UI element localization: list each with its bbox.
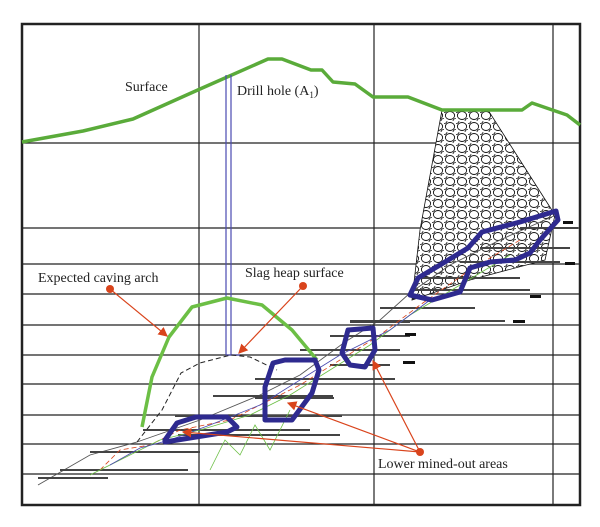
slag-heap-surface <box>136 354 278 443</box>
drift-markers <box>403 221 575 364</box>
ore-body-footwall-line <box>37 214 557 486</box>
mined-out-area-3 <box>339 325 378 370</box>
annotation-dots <box>106 282 424 456</box>
ground-surface-line <box>21 57 582 144</box>
label-slag-heap-surface: Slag heap surface <box>245 266 344 281</box>
label-drill-hole: Drill hole (A1) <box>237 84 319 100</box>
mined-out-area-1 <box>162 414 240 445</box>
expected-caving-arch <box>140 296 319 428</box>
mined-out-area-2 <box>262 357 322 423</box>
mined-out-areas <box>162 208 561 445</box>
caved-rubble-zone <box>411 109 556 301</box>
label-surface: Surface <box>125 80 168 95</box>
label-lower-mined-out-areas: Lower mined-out areas <box>378 457 508 472</box>
annotation-arrows <box>109 285 421 453</box>
mined-out-area-upper <box>407 208 561 303</box>
drill-hole <box>225 75 240 356</box>
label-expected-caving-arch: Expected caving arch <box>38 271 159 286</box>
